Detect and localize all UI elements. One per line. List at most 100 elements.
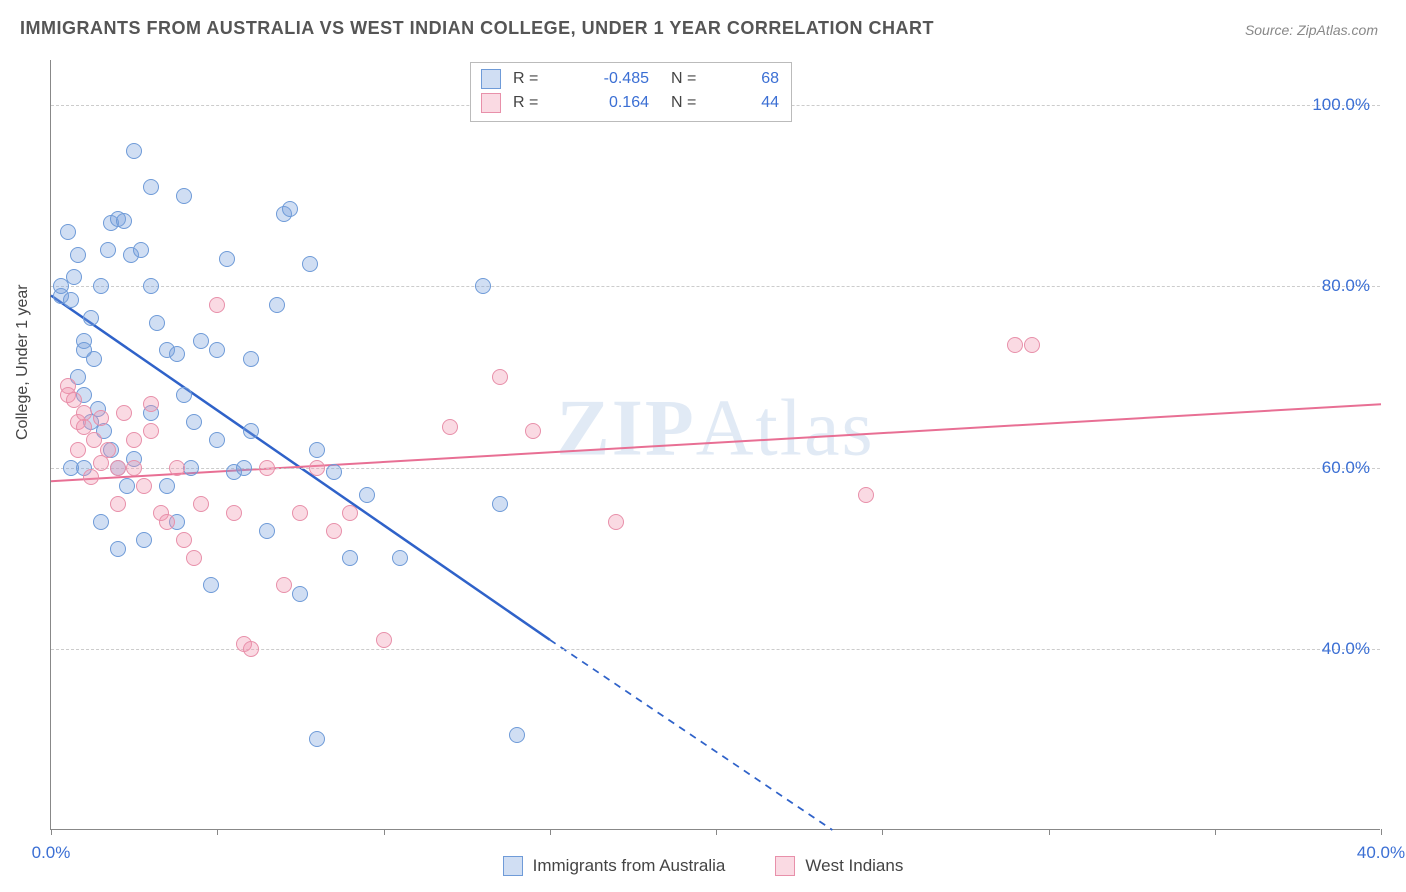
x-tick (1049, 829, 1050, 835)
data-point (126, 460, 142, 476)
data-point (100, 242, 116, 258)
legend-row: R =0.164N =44 (481, 91, 779, 115)
data-point (292, 505, 308, 521)
y-tick-label: 60.0% (1322, 458, 1370, 478)
data-point (392, 550, 408, 566)
data-point (186, 414, 202, 430)
data-point (276, 577, 292, 593)
data-point (326, 523, 342, 539)
legend-item: Immigrants from Australia (503, 856, 726, 876)
data-point (143, 278, 159, 294)
data-point (858, 487, 874, 503)
data-point (302, 256, 318, 272)
data-point (110, 460, 126, 476)
y-axis-label: College, Under 1 year (14, 284, 32, 440)
data-point (193, 496, 209, 512)
data-point (236, 460, 252, 476)
legend-swatch (503, 856, 523, 876)
data-point (243, 641, 259, 657)
data-point (342, 550, 358, 566)
data-point (359, 487, 375, 503)
legend-label: West Indians (805, 856, 903, 876)
data-point (608, 514, 624, 530)
data-point (143, 179, 159, 195)
x-tick (51, 829, 52, 835)
data-point (219, 251, 235, 267)
data-point (63, 460, 79, 476)
data-point (525, 423, 541, 439)
trend-line-extrapolated (550, 640, 833, 830)
data-point (159, 514, 175, 530)
x-tick (1215, 829, 1216, 835)
r-label: R = (513, 94, 583, 112)
data-point (342, 505, 358, 521)
data-point (259, 460, 275, 476)
series-legend: Immigrants from Australia West Indians (0, 856, 1406, 876)
data-point (116, 405, 132, 421)
data-point (176, 188, 192, 204)
data-point (100, 442, 116, 458)
data-point (63, 292, 79, 308)
data-point (143, 396, 159, 412)
x-tick (1381, 829, 1382, 835)
data-point (86, 351, 102, 367)
data-point (143, 423, 159, 439)
n-label: N = (671, 94, 741, 112)
n-label: N = (671, 70, 741, 88)
data-point (93, 514, 109, 530)
y-tick-label: 40.0% (1322, 639, 1370, 659)
legend-swatch (775, 856, 795, 876)
data-point (282, 201, 298, 217)
data-point (193, 333, 209, 349)
x-tick (882, 829, 883, 835)
data-point (60, 224, 76, 240)
n-value: 68 (749, 70, 779, 88)
data-point (136, 532, 152, 548)
r-label: R = (513, 70, 583, 88)
data-point (376, 632, 392, 648)
data-point (93, 278, 109, 294)
data-point (492, 496, 508, 512)
data-point (186, 550, 202, 566)
r-value: -0.485 (591, 70, 649, 88)
data-point (226, 505, 242, 521)
data-point (259, 523, 275, 539)
data-point (269, 297, 285, 313)
x-tick (384, 829, 385, 835)
data-point (159, 478, 175, 494)
r-value: 0.164 (591, 94, 649, 112)
data-point (509, 727, 525, 743)
data-point (1007, 337, 1023, 353)
x-tick (217, 829, 218, 835)
data-point (70, 247, 86, 263)
data-point (292, 586, 308, 602)
legend-row: R = -0.485 N = 68 (481, 67, 779, 91)
data-point (309, 460, 325, 476)
source-attribution: Source: ZipAtlas.com (1245, 22, 1378, 38)
legend-item: West Indians (775, 856, 903, 876)
y-tick-label: 100.0% (1312, 95, 1370, 115)
data-point (176, 532, 192, 548)
data-point (309, 731, 325, 747)
data-point (149, 315, 165, 331)
data-point (203, 577, 219, 593)
data-point (169, 346, 185, 362)
chart-svg (51, 60, 1380, 829)
data-point (126, 432, 142, 448)
data-point (93, 410, 109, 426)
data-point (83, 310, 99, 326)
data-point (243, 351, 259, 367)
data-point (176, 387, 192, 403)
data-point (136, 478, 152, 494)
data-point (70, 442, 86, 458)
data-point (475, 278, 491, 294)
chart-title: IMMIGRANTS FROM AUSTRALIA VS WEST INDIAN… (20, 18, 934, 39)
data-point (133, 242, 149, 258)
data-point (209, 432, 225, 448)
correlation-legend: R =-0.485N =68R =0.164N =44 (470, 62, 792, 122)
data-point (116, 213, 132, 229)
data-point (442, 419, 458, 435)
x-tick (550, 829, 551, 835)
legend-swatch (481, 93, 501, 113)
legend-swatch (481, 69, 501, 89)
